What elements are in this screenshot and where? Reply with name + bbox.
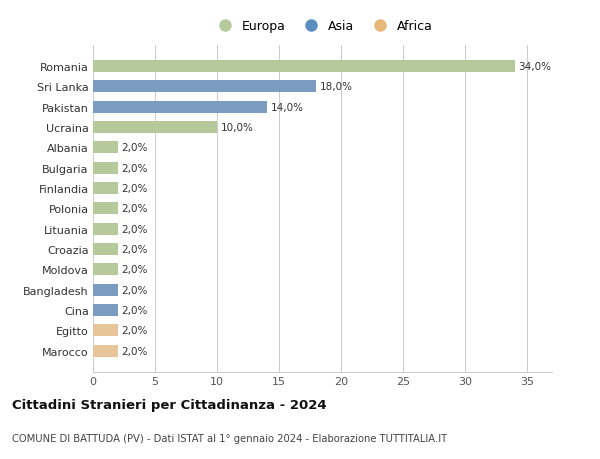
Text: 2,0%: 2,0% [122, 346, 148, 356]
Bar [93, 304, 118, 316]
Text: 2,0%: 2,0% [122, 325, 148, 336]
Text: Cittadini Stranieri per Cittadinanza - 2024: Cittadini Stranieri per Cittadinanza - 2… [12, 398, 326, 412]
Text: 18,0%: 18,0% [320, 82, 353, 92]
Bar [93, 142, 118, 154]
Bar [93, 203, 118, 215]
Text: 10,0%: 10,0% [221, 123, 254, 133]
Text: 14,0%: 14,0% [271, 102, 304, 112]
Text: 2,0%: 2,0% [122, 265, 148, 274]
Bar [93, 101, 266, 113]
Bar [93, 183, 118, 195]
Bar [93, 81, 316, 93]
Bar [93, 345, 118, 357]
Text: COMUNE DI BATTUDA (PV) - Dati ISTAT al 1° gennaio 2024 - Elaborazione TUTTITALIA: COMUNE DI BATTUDA (PV) - Dati ISTAT al 1… [12, 433, 447, 442]
Text: 2,0%: 2,0% [122, 184, 148, 194]
Bar [93, 263, 118, 276]
Text: 2,0%: 2,0% [122, 204, 148, 214]
Text: 2,0%: 2,0% [122, 224, 148, 234]
Text: 2,0%: 2,0% [122, 285, 148, 295]
Bar [93, 325, 118, 337]
Text: 2,0%: 2,0% [122, 143, 148, 153]
Bar [93, 243, 118, 256]
Text: 2,0%: 2,0% [122, 245, 148, 254]
Bar [93, 122, 217, 134]
Bar [93, 223, 118, 235]
Bar [93, 61, 515, 73]
Text: 2,0%: 2,0% [122, 305, 148, 315]
Bar [93, 284, 118, 296]
Text: 2,0%: 2,0% [122, 163, 148, 173]
Bar [93, 162, 118, 174]
Legend: Europa, Asia, Africa: Europa, Asia, Africa [208, 16, 437, 37]
Text: 34,0%: 34,0% [518, 62, 551, 72]
